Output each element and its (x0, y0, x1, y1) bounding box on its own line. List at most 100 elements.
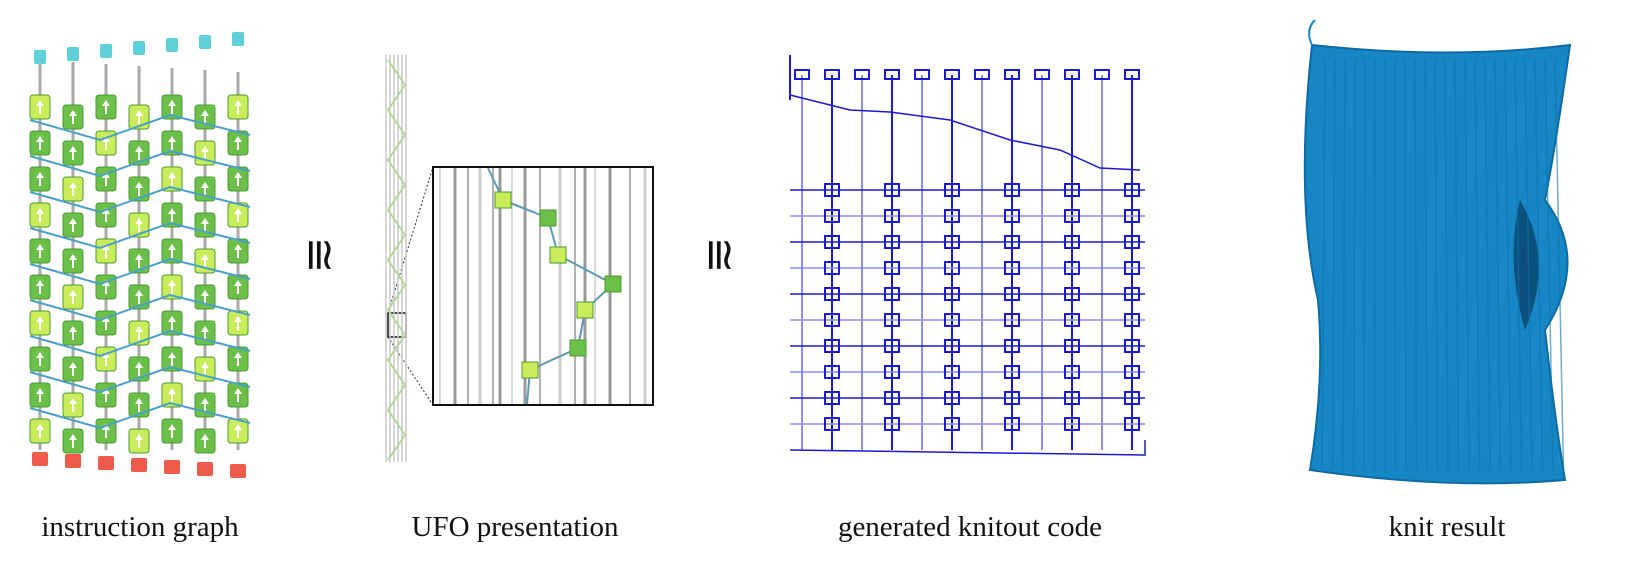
node-arrow (201, 218, 209, 232)
knitout-stitch (1064, 339, 1080, 353)
knitout-stitch (884, 417, 900, 431)
knitout-stitch (824, 183, 840, 197)
bottom-node (164, 460, 180, 474)
knitout-stitch (1124, 417, 1140, 431)
knitout-stitch (1004, 209, 1020, 223)
node-arrow (135, 434, 143, 448)
caption: UFO presentation (412, 511, 619, 543)
knit-rib (1394, 59, 1397, 471)
top-node (100, 44, 112, 58)
node-arrow (234, 244, 242, 258)
caption: generated knitout code (838, 511, 1102, 543)
knitout-stitch (944, 417, 960, 431)
knitout-stitch (1124, 313, 1140, 327)
knit-rib (1514, 59, 1523, 471)
knitout-stitch (1064, 209, 1080, 223)
top-node (232, 32, 244, 46)
knit-rib (1331, 59, 1336, 471)
knitout-stitch (944, 261, 960, 275)
knitout-stitch (1064, 365, 1080, 379)
node-arrow (234, 100, 242, 114)
yarn-path (29, 293, 251, 322)
node-arrow (135, 218, 143, 232)
knitout-yarn (789, 94, 1141, 171)
node-arrow (135, 254, 143, 268)
node-arrow (168, 388, 176, 402)
node-arrow (69, 290, 77, 304)
node-arrow (234, 352, 242, 366)
knit-rib (1434, 59, 1439, 471)
knit-rib (1424, 59, 1428, 471)
node-arrow (201, 362, 209, 376)
node-arrow (36, 388, 44, 402)
yarn-path (29, 149, 251, 178)
node-arrow (36, 244, 44, 258)
yarn-tail (1308, 19, 1316, 46)
bottom-node (197, 462, 213, 476)
knit-rib (1504, 59, 1512, 471)
knitout-stitch (1064, 313, 1080, 327)
node-arrow (69, 218, 77, 232)
bottom-node (230, 464, 246, 478)
node-arrow (201, 434, 209, 448)
node-arrow (168, 352, 176, 366)
node-arrow (201, 182, 209, 196)
knitout-stitch (824, 287, 840, 301)
node-arrow (102, 100, 110, 114)
node-arrow (36, 100, 44, 114)
zoom-node (604, 275, 622, 293)
knitout-stitch (1124, 183, 1140, 197)
knitout-stitch (884, 391, 900, 405)
knitout-stitch (1064, 391, 1080, 405)
knitout-stitch (824, 339, 840, 353)
knitout-stitch (824, 235, 840, 249)
knitout-stitch (884, 235, 900, 249)
zoom-node (521, 361, 539, 379)
yarn-path (29, 221, 251, 250)
knitout-stitch (1004, 391, 1020, 405)
knitout-stitch (1004, 339, 1020, 353)
knitout-stitch (944, 391, 960, 405)
knitout-stitch (1124, 339, 1140, 353)
knit-rib (1342, 59, 1346, 471)
knitout-stitch (884, 339, 900, 353)
relation-symbol: ≅ (695, 237, 744, 274)
node-arrow (36, 352, 44, 366)
node-arrow (168, 316, 176, 330)
node-arrow (135, 182, 143, 196)
node-arrow (201, 146, 209, 160)
knitout-head (914, 69, 930, 80)
yarn-path (29, 113, 251, 142)
node-arrow (69, 398, 77, 412)
knitout-stitch (824, 313, 840, 327)
knit-rib (1544, 59, 1554, 471)
bottom-node (131, 458, 147, 472)
top-node (166, 38, 178, 52)
bottom-node (65, 454, 81, 468)
top-node (133, 41, 145, 55)
knitout-stitch (1124, 209, 1140, 223)
knitout-head (1004, 69, 1020, 80)
knitout-stitch (944, 339, 960, 353)
yarn-path (29, 401, 251, 430)
node-arrow (168, 136, 176, 150)
zoom-node (494, 191, 512, 209)
knitout-stitch (1004, 183, 1020, 197)
knitout-stitch (944, 209, 960, 223)
knit-rib (1484, 59, 1491, 471)
node-arrow (36, 172, 44, 186)
knit-hole (1513, 200, 1539, 330)
node-arrow (69, 146, 77, 160)
zoom-node (576, 301, 594, 319)
yarn-path (29, 185, 251, 214)
knitout-head (1124, 69, 1140, 80)
zoom-node (549, 246, 567, 264)
knit-fabric (1303, 43, 1572, 485)
knitout-head (824, 69, 840, 80)
yarn-path (29, 365, 251, 394)
knitout-stitch (824, 391, 840, 405)
knitout-stitch (884, 183, 900, 197)
knitout-stitch (884, 261, 900, 275)
bottom-node (98, 456, 114, 470)
